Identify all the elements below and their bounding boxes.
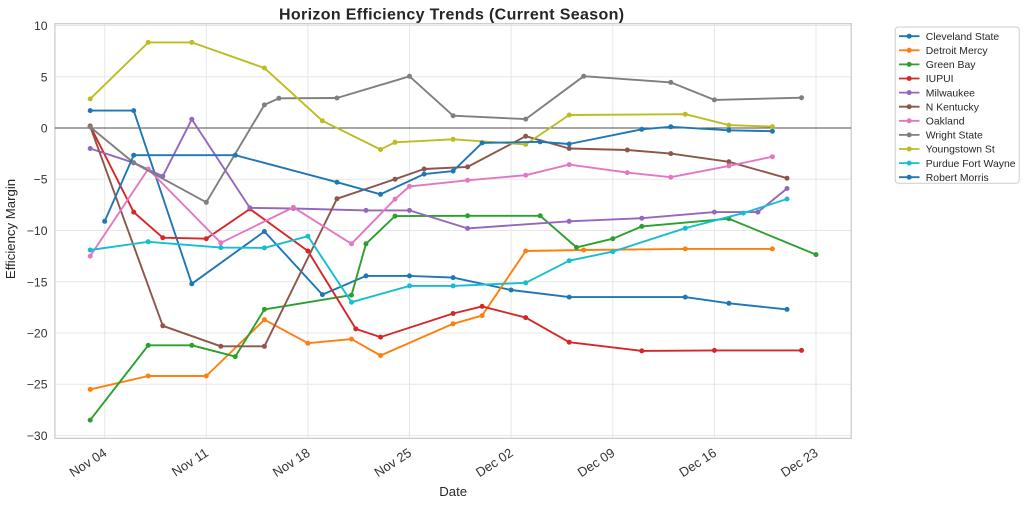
svg-text:Robert Morris: Robert Morris [926,173,989,184]
svg-text:−20: −20 [27,327,48,341]
svg-text:Milwaukee: Milwaukee [926,88,975,99]
svg-text:IUPUI: IUPUI [926,74,954,85]
svg-text:Wright State: Wright State [926,131,983,142]
svg-text:5: 5 [41,70,48,84]
svg-text:Green Bay: Green Bay [926,60,976,71]
svg-text:Oakland: Oakland [926,117,965,128]
svg-text:Efficiency Margin: Efficiency Margin [3,179,18,279]
svg-text:Purdue Fort Wayne: Purdue Fort Wayne [926,159,1016,170]
svg-text:−10: −10 [27,224,48,238]
svg-text:Horizon Efficiency Trends (Cur: Horizon Efficiency Trends (Current Seaso… [279,7,624,24]
svg-text:Cleveland State: Cleveland State [926,32,1000,43]
svg-text:−5: −5 [34,173,48,187]
svg-text:10: 10 [34,19,48,33]
svg-text:N Kentucky: N Kentucky [926,102,980,113]
svg-text:−15: −15 [27,275,48,289]
svg-text:0: 0 [41,122,48,136]
svg-text:Youngstown St: Youngstown St [926,145,995,156]
svg-text:−30: −30 [27,429,48,443]
svg-text:−25: −25 [27,378,48,392]
svg-text:Detroit Mercy: Detroit Mercy [926,46,989,57]
svg-text:Date: Date [439,484,467,499]
